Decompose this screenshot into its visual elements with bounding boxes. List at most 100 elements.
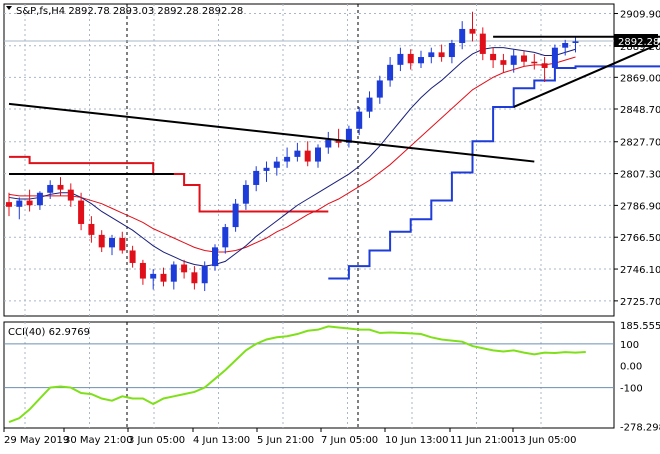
- candle-body: [201, 266, 208, 284]
- candle-body: [541, 63, 548, 68]
- candle-body: [335, 139, 342, 143]
- current-price-tag-label: 2892.28: [618, 37, 659, 48]
- time-tick-label: 30 May 21:00: [64, 435, 133, 446]
- time-tick-label: 13 Jun 05:00: [513, 435, 577, 446]
- candle-body: [160, 273, 167, 282]
- price-tick-label: 2889.20: [620, 42, 660, 53]
- candle-body: [212, 247, 218, 267]
- price-axis: 2909.90 2889.20 2869.00 2848.70 2827.70 2807.…: [614, 10, 660, 308]
- cci-tick-label: 100: [620, 340, 639, 351]
- candle-body: [438, 52, 445, 58]
- current-price-tag-bg: [614, 34, 658, 48]
- time-tick-label: 7 Jun 05:00: [321, 435, 378, 446]
- candle-body: [150, 273, 157, 279]
- candle-body: [119, 238, 126, 251]
- candle-body: [325, 139, 332, 148]
- collapse-triangle-icon[interactable]: [6, 6, 12, 10]
- candle-body: [551, 47, 558, 68]
- candle-body: [397, 53, 404, 65]
- candle-body: [47, 184, 54, 193]
- cci-plot-frame: [3, 321, 615, 429]
- slow-moving-average: [8, 56, 576, 253]
- candle-body: [191, 272, 198, 284]
- candle-body: [459, 28, 466, 43]
- candle-body: [36, 192, 43, 206]
- price-tick-label: 2746.10: [620, 265, 660, 276]
- candle-body: [263, 167, 270, 171]
- price-tick-label: 2766.50: [620, 233, 660, 244]
- candle-body: [428, 52, 435, 58]
- price-tick-label: 2848.70: [620, 105, 660, 116]
- candle-body: [129, 250, 136, 263]
- cci-header: CCI(40) 62.9769: [8, 327, 90, 338]
- candle-body: [572, 41, 579, 43]
- candle-body: [479, 33, 486, 54]
- candle-body: [222, 227, 229, 248]
- candle-body: [98, 234, 105, 248]
- candle-body: [376, 80, 383, 98]
- price-tick-label: 2725.70: [620, 297, 660, 308]
- candle-body: [232, 203, 239, 228]
- candle-body: [531, 61, 538, 64]
- candle-body: [273, 161, 280, 168]
- candle-body: [562, 43, 569, 48]
- candle-body: [304, 150, 311, 162]
- candle-body: [170, 264, 177, 282]
- support-step-line: [328, 65, 660, 280]
- time-tick-label: 3 Jun 05:00: [128, 435, 185, 446]
- candle-body: [6, 202, 12, 207]
- cci-line: [8, 325, 586, 424]
- candle-body: [469, 28, 476, 34]
- price-tick-label: 2786.90: [620, 201, 660, 212]
- cci-tick-label: 185.5555: [620, 321, 660, 332]
- candle-body: [78, 200, 85, 224]
- candle-body: [67, 189, 74, 201]
- candle-body: [490, 53, 497, 61]
- trend-line: [8, 102, 535, 163]
- candle-body: [510, 55, 517, 65]
- cci-tick-label: -278.2989: [620, 423, 660, 434]
- price-tick-label: 2827.70: [620, 138, 660, 149]
- candle-body: [315, 147, 321, 162]
- time-tick-label: 5 Jun 21:00: [257, 435, 314, 446]
- price-tick-label: 2869.00: [620, 73, 660, 84]
- time-tick-label: 29 May 2019: [4, 435, 69, 446]
- candle-body: [26, 200, 33, 206]
- candle-body: [366, 97, 373, 112]
- candle-body: [16, 200, 23, 207]
- main-grid: [4, 4, 614, 316]
- candle-body: [253, 170, 260, 185]
- candle-body: [284, 156, 291, 162]
- time-tick-label: 4 Jun 13:00: [193, 435, 250, 446]
- candle-body: [407, 53, 414, 64]
- candle-body: [294, 150, 301, 157]
- cci-lines: [8, 325, 586, 424]
- candle-body: [387, 64, 394, 81]
- candle-body: [181, 264, 188, 273]
- price-tick-label: 2807.30: [620, 170, 660, 181]
- candle-body: [57, 184, 64, 190]
- candle-body: [345, 128, 352, 143]
- cci-axis: 185.5555 100 0.00 -100 -278.2989: [620, 321, 660, 433]
- price-tick-label: 2909.90: [620, 10, 660, 21]
- candle-body: [139, 262, 146, 279]
- candle-body: [418, 57, 424, 64]
- cci-tick-label: -100: [620, 384, 643, 395]
- cci-tick-label: 0.00: [620, 362, 642, 373]
- candlesticks: [6, 11, 579, 292]
- candle-body: [521, 55, 527, 62]
- candle-body: [500, 60, 507, 65]
- candle-body: [109, 238, 115, 248]
- trend-line: [513, 42, 660, 108]
- candle-body: [448, 43, 455, 58]
- cci-grid: [4, 322, 614, 428]
- candle-body: [88, 223, 95, 235]
- symbol-header: S&P,fs,H4 2892.78 2893.03 2892.28 2892.2…: [16, 6, 243, 17]
- candle-body: [356, 111, 363, 129]
- time-tick-label: 10 Jun 13:00: [385, 435, 449, 446]
- current-price-tag: 2892.28: [614, 34, 659, 48]
- time-tick-label: 11 Jun 21:00: [450, 435, 514, 446]
